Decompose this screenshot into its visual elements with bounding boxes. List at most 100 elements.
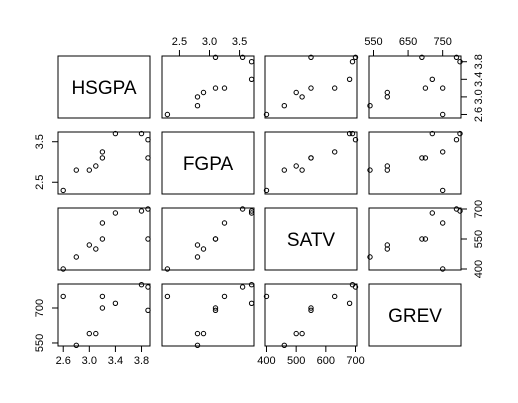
diagonal-label-fgpa: FGPA (183, 154, 234, 175)
data-point (99, 236, 106, 242)
tick-label: 600 (317, 355, 335, 367)
data-point (248, 76, 255, 83)
scatter-panel-fgpa-vs-grev (368, 131, 462, 195)
data-point (440, 187, 446, 194)
data-point (346, 300, 353, 306)
data-point (60, 266, 66, 272)
tick-label: 3.4 (473, 72, 485, 87)
data-point (281, 103, 287, 109)
data-point (138, 208, 145, 214)
data-point (440, 220, 446, 226)
data-point (99, 155, 106, 161)
tick-label: 550 (364, 36, 382, 48)
data-point (299, 94, 305, 100)
data-point (145, 307, 151, 313)
data-point (367, 103, 373, 109)
scatter-panel-grev-vs-fgpa (161, 283, 255, 347)
data-point (239, 206, 246, 212)
data-point (308, 305, 314, 311)
scatter-panel-hsgpa-vs-fgpa (161, 55, 255, 119)
data-point (138, 130, 145, 137)
data-point (299, 167, 305, 173)
tick-label: 500 (287, 355, 305, 367)
data-point (419, 54, 425, 60)
scatter-panel-fgpa-vs-hsgpa (57, 131, 151, 195)
tick-label: 550 (34, 334, 46, 352)
data-point (60, 293, 66, 300)
data-point (384, 246, 390, 252)
data-point (422, 236, 429, 242)
data-point (212, 305, 219, 311)
scatter-panel-satv-vs-grev (368, 207, 462, 271)
data-point (112, 300, 119, 306)
data-point (332, 293, 338, 300)
data-point (212, 307, 219, 313)
data-point (138, 282, 145, 288)
data-point (145, 206, 151, 212)
data-point (352, 137, 359, 143)
data-point (352, 54, 359, 60)
tick-label: 700 (473, 200, 485, 218)
data-point (194, 330, 201, 337)
data-point (367, 254, 373, 260)
data-point (263, 111, 270, 118)
data-point (212, 85, 219, 91)
data-point (194, 254, 201, 260)
data-point (429, 76, 435, 83)
data-point (60, 187, 66, 194)
tick-label: 2.5 (172, 36, 187, 48)
data-point (194, 103, 201, 109)
data-point (349, 130, 356, 137)
data-point (384, 94, 390, 100)
data-point (332, 85, 338, 91)
tick-label: 2.6 (56, 355, 71, 367)
tick-label: 700 (346, 355, 364, 367)
data-point (419, 155, 425, 161)
data-point (440, 266, 446, 272)
scatter-panel-fgpa-vs-satv (264, 131, 358, 195)
tick-label: 400 (473, 260, 485, 278)
data-point (221, 220, 228, 226)
tick-label: 3.0 (82, 355, 97, 367)
data-point (73, 342, 80, 348)
tick-label: 3.0 (473, 89, 485, 104)
scatter-panel-hsgpa-vs-grev (368, 55, 462, 119)
data-point (99, 293, 106, 300)
diagonal-panel-hsgpa (57, 55, 151, 119)
data-point (93, 163, 99, 169)
data-point (281, 342, 287, 348)
data-point (248, 300, 255, 306)
data-point (93, 330, 99, 337)
scatter-panel-grev-vs-hsgpa (57, 283, 151, 347)
tick-label: 3.4 (108, 355, 123, 367)
tick-label: 3.8 (134, 355, 149, 367)
data-point (248, 282, 255, 288)
data-point (453, 137, 460, 143)
data-point (212, 54, 219, 60)
diagonal-panel-fgpa (161, 131, 255, 195)
tick-label: 2.5 (34, 175, 46, 190)
data-point (308, 155, 314, 161)
data-point (248, 210, 255, 216)
data-point (429, 130, 435, 137)
tick-label: 400 (257, 355, 275, 367)
data-point (73, 254, 80, 260)
data-point (440, 149, 446, 155)
data-point (73, 167, 80, 173)
data-point (99, 305, 106, 311)
data-point (145, 284, 151, 290)
data-point (440, 111, 446, 118)
data-point (86, 242, 93, 248)
data-point (112, 130, 119, 137)
data-point (422, 155, 429, 161)
data-point (200, 89, 207, 96)
data-point (99, 149, 106, 155)
diagonal-label-grev: GREV (388, 306, 442, 327)
data-point (221, 85, 228, 91)
data-point (112, 210, 119, 216)
data-point (422, 85, 429, 91)
tick-label: 2.6 (473, 107, 485, 122)
data-point (308, 307, 314, 313)
data-point (263, 187, 270, 194)
data-point (99, 220, 106, 226)
